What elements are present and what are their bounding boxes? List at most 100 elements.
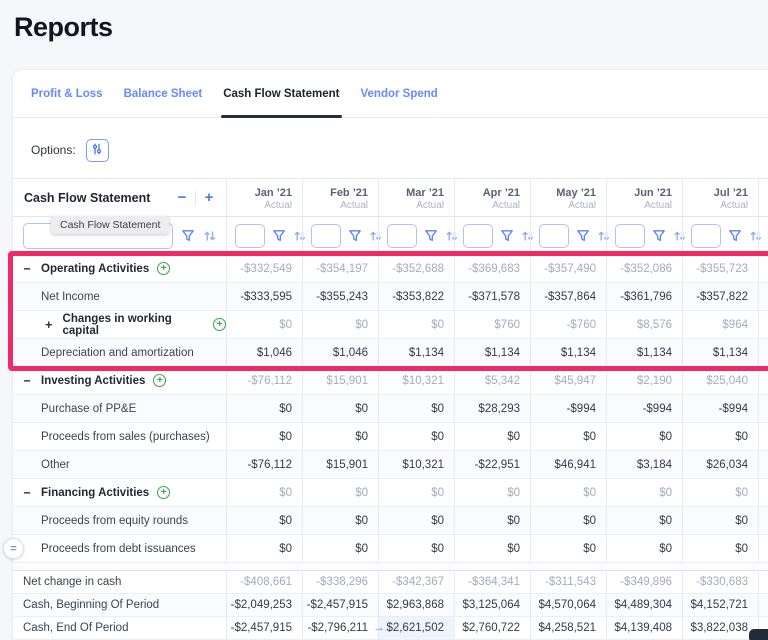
value-cell[interactable]: $3,184: [606, 451, 682, 478]
value-cell[interactable]: $0: [682, 507, 758, 534]
value-cell[interactable]: -$408,661: [226, 571, 302, 593]
value-cell[interactable]: $4,258,521: [530, 617, 606, 639]
value-cell[interactable]: $0: [378, 395, 454, 422]
collapse-all-button[interactable]: −: [174, 190, 190, 205]
value-cell[interactable]: $2,760,722: [454, 617, 530, 639]
value-cell[interactable]: -$76,112: [226, 451, 302, 478]
value-cell[interactable]: $1,134: [378, 339, 454, 366]
value-cell[interactable]: $1,134: [530, 339, 606, 366]
value-cell[interactable]: $0: [530, 535, 606, 562]
value-cell[interactable]: $46,941: [530, 451, 606, 478]
row-label-changes-in-working-capital[interactable]: + Changes in working capital +: [13, 311, 226, 338]
row-label-financing-activities[interactable]: − Financing Activities +: [13, 479, 226, 506]
funnel-icon[interactable]: [576, 229, 590, 243]
sort-arrows-icon[interactable]: [203, 229, 217, 243]
column-filter-input[interactable]: [539, 223, 569, 248]
value-cell[interactable]: -$994: [682, 395, 758, 422]
value-cell[interactable]: -$352,688: [378, 255, 454, 282]
value-cell[interactable]: $0: [454, 535, 530, 562]
value-cell[interactable]: -$353,822: [378, 283, 454, 310]
value-cell[interactable]: $0: [302, 479, 378, 506]
value-cell[interactable]: $4,489,304: [606, 594, 682, 616]
row-label-cash-beginning-of-period[interactable]: Cash, Beginning Of Period: [13, 594, 226, 616]
add-line-icon[interactable]: +: [157, 262, 171, 275]
value-cell[interactable]: $0: [454, 507, 530, 534]
value-cell[interactable]: $0: [606, 479, 682, 506]
value-cell[interactable]: $10,321: [378, 367, 454, 394]
row-drag-handle[interactable]: =: [3, 538, 24, 559]
value-cell[interactable]: $1,134: [454, 339, 530, 366]
column-filter-input[interactable]: [615, 223, 645, 248]
value-cell[interactable]: $2,963,868: [378, 594, 454, 616]
expand-icon[interactable]: +: [45, 317, 53, 332]
value-cell[interactable]: $0: [378, 423, 454, 450]
value-cell[interactable]: $1,134: [606, 339, 682, 366]
row-label-investing-activities[interactable]: − Investing Activities +: [13, 367, 226, 394]
value-cell[interactable]: -$76,112: [226, 367, 302, 394]
tab-cash-flow-statement[interactable]: Cash Flow Statement: [221, 70, 342, 118]
row-label-operating-activities[interactable]: − Operating Activities +: [13, 255, 226, 282]
value-cell[interactable]: -$342,367: [378, 571, 454, 593]
value-cell[interactable]: $45,947: [530, 367, 606, 394]
tab-profit-and-loss[interactable]: Profit & Loss: [31, 87, 103, 100]
row-label-depreciation-and-amortization[interactable]: Depreciation and amortization: [13, 339, 226, 366]
value-cell[interactable]: $0: [302, 507, 378, 534]
value-cell[interactable]: -$2,457,915: [226, 617, 302, 639]
column-filter-input[interactable]: [311, 223, 341, 248]
value-cell[interactable]: $0: [682, 535, 758, 562]
row-label-other[interactable]: Other: [13, 451, 226, 478]
funnel-icon[interactable]: [652, 229, 666, 243]
value-cell[interactable]: $0: [378, 535, 454, 562]
value-cell[interactable]: -$355,723: [682, 255, 758, 282]
value-cell[interactable]: $0: [226, 395, 302, 422]
value-cell[interactable]: $10,321: [378, 451, 454, 478]
column-filter-input[interactable]: [387, 223, 417, 248]
value-cell[interactable]: -$2,049,253: [226, 594, 302, 616]
value-cell[interactable]: $0: [378, 479, 454, 506]
funnel-icon[interactable]: [424, 229, 438, 243]
value-cell[interactable]: $0: [530, 479, 606, 506]
value-cell[interactable]: $2,190: [606, 367, 682, 394]
value-cell[interactable]: $0: [226, 507, 302, 534]
value-cell[interactable]: -$371,578: [454, 283, 530, 310]
value-cell[interactable]: $0: [226, 311, 302, 338]
value-cell[interactable]: -$364,341: [454, 571, 530, 593]
value-cell[interactable]: -$330,683: [682, 571, 758, 593]
funnel-icon[interactable]: [272, 229, 286, 243]
row-label-proceeds-from-sales-purchases[interactable]: Proceeds from sales (purchases): [13, 423, 226, 450]
value-cell[interactable]: $15,901: [302, 451, 378, 478]
value-cell[interactable]: $25,040: [682, 367, 758, 394]
value-cell[interactable]: -$2,457,915: [302, 594, 378, 616]
funnel-icon[interactable]: [500, 229, 514, 243]
value-cell[interactable]: -$352,086: [606, 255, 682, 282]
value-cell[interactable]: $4,152,721: [682, 594, 758, 616]
value-cell[interactable]: -$994: [530, 395, 606, 422]
value-cell[interactable]: -$349,896: [606, 571, 682, 593]
value-cell[interactable]: → $2,621,502: [373, 617, 454, 639]
value-cell[interactable]: $0: [302, 311, 378, 338]
value-cell[interactable]: $0: [226, 479, 302, 506]
value-cell[interactable]: -$361,796: [606, 283, 682, 310]
value-cell[interactable]: $0: [682, 423, 758, 450]
value-cell[interactable]: $0: [530, 507, 606, 534]
row-label-cash-end-of-period[interactable]: Cash, End Of Period: [13, 617, 226, 639]
column-filter-input[interactable]: [235, 223, 265, 248]
collapse-icon[interactable]: −: [23, 261, 31, 276]
value-cell[interactable]: -$760: [530, 311, 606, 338]
row-label-net-income[interactable]: Net Income: [13, 283, 226, 310]
value-cell[interactable]: $0: [454, 479, 530, 506]
value-cell[interactable]: $26,034: [682, 451, 758, 478]
options-sliders-button[interactable]: [85, 138, 109, 162]
value-cell[interactable]: $0: [226, 423, 302, 450]
value-cell[interactable]: $1,134: [682, 339, 758, 366]
tab-vendor-spend[interactable]: Vendor Spend: [360, 87, 438, 100]
value-cell[interactable]: $0: [682, 479, 758, 506]
value-cell[interactable]: -$369,683: [454, 255, 530, 282]
column-filter-input[interactable]: [691, 223, 721, 248]
value-cell[interactable]: -$338,296: [302, 571, 378, 593]
value-cell[interactable]: -$357,864: [530, 283, 606, 310]
expand-all-button[interactable]: +: [201, 190, 217, 205]
value-cell[interactable]: $1,046: [302, 339, 378, 366]
row-label-proceeds-from-debt-issuances[interactable]: Proceeds from debt issuances: [13, 535, 226, 562]
row-label-proceeds-from-equity-rounds[interactable]: Proceeds from equity rounds: [13, 507, 226, 534]
